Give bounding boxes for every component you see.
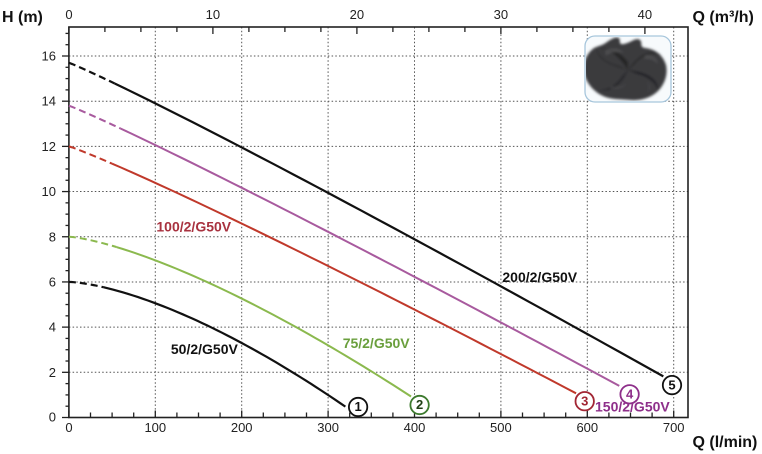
svg-text:5: 5 (668, 377, 675, 392)
svg-text:2: 2 (49, 365, 56, 380)
svg-text:300: 300 (317, 420, 339, 435)
svg-text:200/2/G50V: 200/2/G50V (502, 269, 577, 285)
svg-text:500: 500 (490, 420, 512, 435)
svg-text:600: 600 (576, 420, 598, 435)
svg-text:0: 0 (49, 410, 56, 425)
svg-text:200: 200 (231, 420, 253, 435)
svg-text:14: 14 (42, 94, 56, 109)
svg-text:40: 40 (638, 7, 652, 22)
svg-text:2: 2 (416, 397, 423, 412)
svg-text:3: 3 (581, 393, 588, 408)
svg-text:20: 20 (350, 7, 364, 22)
svg-text:4: 4 (626, 387, 634, 402)
svg-text:100/2/G50V: 100/2/G50V (156, 219, 231, 235)
svg-text:4: 4 (49, 320, 56, 335)
svg-text:6: 6 (49, 274, 56, 289)
svg-text:10: 10 (206, 7, 220, 22)
svg-text:0: 0 (65, 7, 72, 22)
svg-text:10: 10 (42, 184, 56, 199)
svg-text:30: 30 (494, 7, 508, 22)
svg-text:75/2/G50V: 75/2/G50V (343, 335, 411, 351)
svg-text:16: 16 (42, 49, 56, 64)
svg-text:Q (l/min): Q (l/min) (693, 434, 758, 451)
svg-text:50/2/G50V: 50/2/G50V (171, 341, 239, 357)
svg-text:700: 700 (663, 420, 685, 435)
svg-text:Q (m³/h): Q (m³/h) (693, 9, 754, 26)
svg-text:0: 0 (65, 420, 72, 435)
svg-text:100: 100 (144, 420, 166, 435)
svg-text:12: 12 (42, 139, 56, 154)
svg-text:400: 400 (404, 420, 426, 435)
svg-text:H (m): H (m) (2, 9, 43, 26)
svg-text:8: 8 (49, 229, 56, 244)
svg-text:1: 1 (354, 399, 361, 414)
